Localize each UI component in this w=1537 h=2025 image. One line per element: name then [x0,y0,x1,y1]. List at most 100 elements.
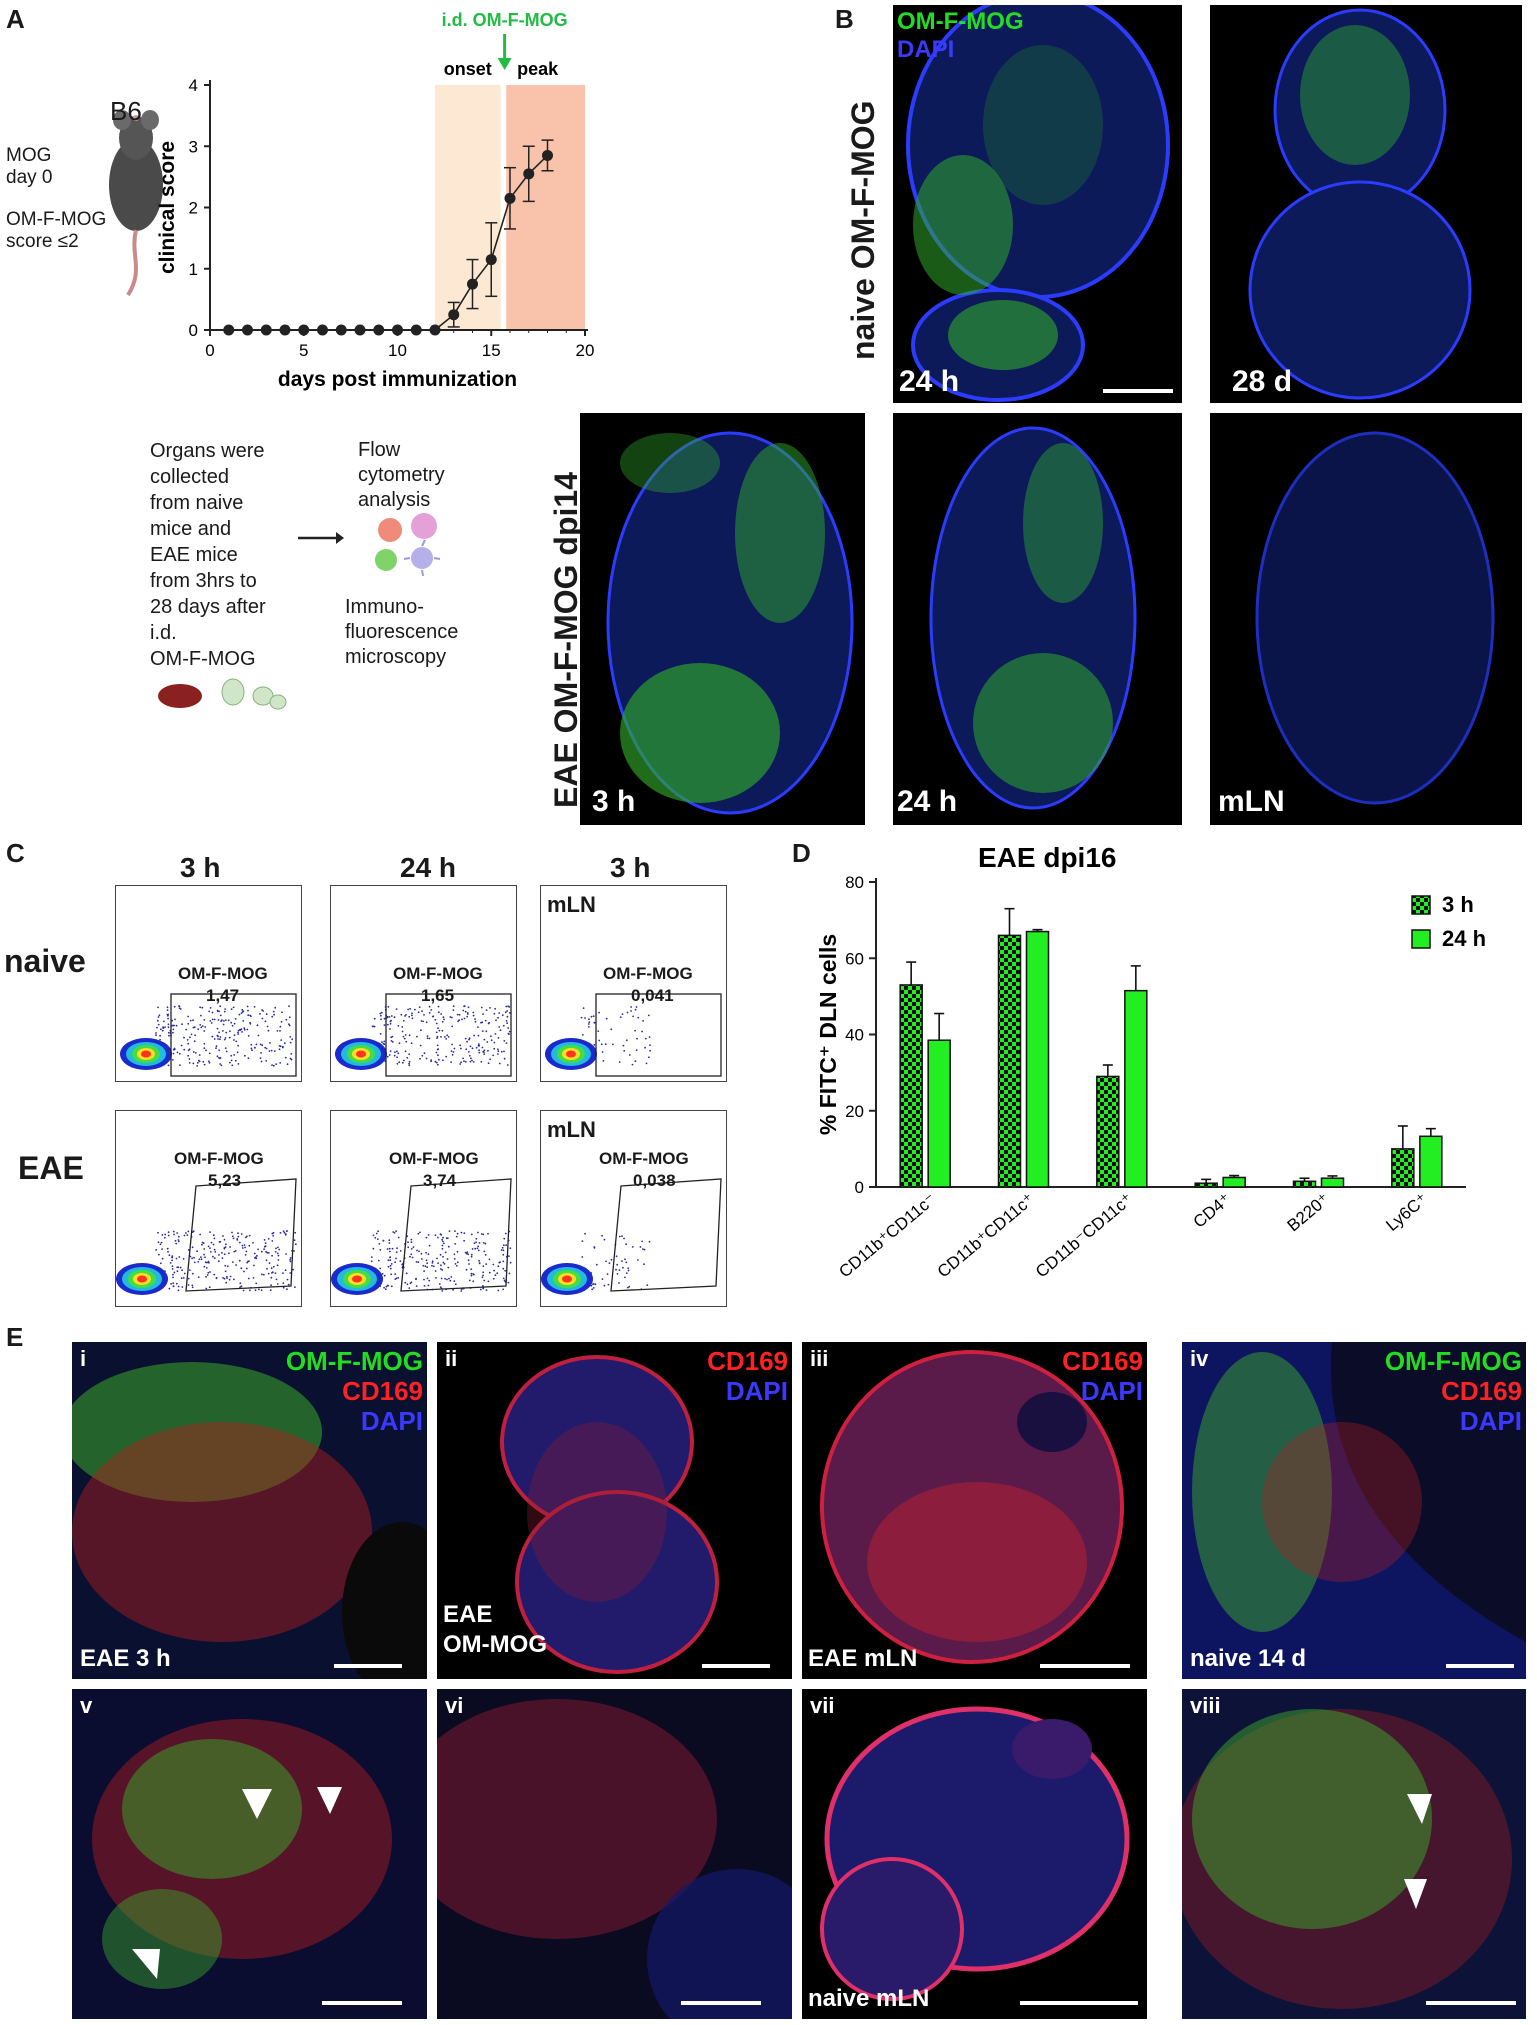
micrograph-label-line: OM-MOG [443,1631,547,1658]
channel-green: OM-F-MOG [1384,1346,1522,1376]
mln-label: mLN [547,1117,596,1142]
scale-bar [1020,2001,1138,2005]
clinical-score-chart: 0 1 2 3 4 0 5 10 15 20 days post immunization clini… [156,10,595,391]
panel-label-b: B [835,4,854,34]
flow-plot: OM-F-MOG 1,65 [330,885,517,1082]
y-tick-label: 20 [845,1102,864,1121]
text-line: Organs were [150,440,265,462]
gate-name-label: OM-F-MOG [178,964,268,983]
micrograph-e-viii: viii [1182,1689,1526,2019]
bar-24h [1025,930,1050,1188]
score-point [448,309,460,321]
scale-bar [1040,1664,1130,1668]
panel-label-c: C [6,838,25,868]
protocol-line: MOG [6,145,52,166]
col-header: 3 h [610,852,651,883]
category-label: CD11b⁺CD11c⁺ [934,1190,1038,1282]
micrograph-naive-24h: OM-F-MOG DAPI 24 h [893,5,1182,403]
mouse-strain-label: B6 [110,96,142,126]
flow-plot: OM-F-MOG 1,47 [115,885,302,1082]
chart-title: EAE dpi16 [978,842,1116,873]
text-line: Flow [358,439,401,461]
score-point [260,324,272,336]
micrograph-e-vi: vi [437,1689,792,2019]
gate-percent-value: 1,47 [206,986,240,1005]
channel-blue: DAPI [1080,1376,1143,1406]
score-point [242,324,253,336]
micrograph-e-iii: iii CD169 DAPI EAE mLN [802,1342,1147,1679]
score-point [392,324,403,336]
micrograph-eae-mln: mLN [1210,413,1522,825]
legend-blue-label: DAPI [897,36,955,63]
text-line: mice and [150,518,232,540]
score-point [523,168,535,180]
x-tick-label: 10 [388,341,407,360]
text-line: 28 days after [150,596,266,618]
fitc-bar-chart: 0 20 40 60 80 EAE dpi16 % FITC⁺ DLN cells CD11b… [815,842,1486,1282]
text-line: from 3hrs to [150,570,257,592]
gate-percent-value: 3,74 [423,1171,457,1190]
workflow-arrow-icon [298,532,344,544]
roman-label: vii [810,1693,835,1718]
micrograph-e-ii: ii CD169 DAPI EAE OM-MOG [437,1342,792,1679]
category-label: CD11b⁺CD11c⁻ [835,1190,939,1282]
text-line: microscopy [345,646,447,668]
naive-row-title: naive OM-F-MOG [845,100,881,360]
panel-label-e: E [6,1322,24,1352]
score-point [317,324,328,336]
ifm-text: Immuno-fluorescence microscopy [345,595,458,670]
scale-bar [1103,389,1173,393]
row-label-eae: EAE [18,1150,84,1186]
bar-24h [1419,1135,1443,1188]
x-tick-label: 15 [482,341,501,360]
y-tick-label: 80 [845,873,864,892]
gate-percent-value: 5,23 [208,1171,242,1190]
y-tick-label: 3 [189,137,198,156]
score-point [467,278,478,290]
y-tick-label: 1 [189,260,198,279]
micrograph-label: 3 h [592,785,636,818]
micrograph-label: naive 14 d [1190,1645,1307,1672]
x-tick-label: 0 [205,341,214,360]
protocol-line: score ≤2 [6,231,79,252]
channel-blue: DAPI [1459,1406,1522,1436]
mln-label: mLN [547,892,596,917]
x-tick-label: 20 [576,341,595,360]
score-point [504,192,516,204]
micrograph-naive-28d: 28 d [1210,5,1522,403]
gate-name-label: OM-F-MOG [393,964,483,983]
roman-label: v [80,1693,93,1718]
panel-label-d: D [792,838,811,868]
score-point [429,324,441,336]
score-point [298,324,310,336]
bar-3h [1391,1148,1415,1188]
channel-red: CD169 [342,1376,423,1406]
y-tick-label: 40 [845,1026,864,1045]
peak-band [506,85,585,330]
roman-label: i [80,1346,87,1371]
micrograph-e-v: v [72,1689,427,2019]
score-point [223,324,235,336]
micrograph-label: mLN [1218,785,1285,818]
bar-24h [927,1039,951,1188]
gate-percent-value: 0,041 [631,986,674,1005]
channel-red: CD169 [707,1346,788,1376]
text-line: analysis [358,489,431,511]
onset-band [435,85,501,330]
roman-label: iv [1190,1346,1209,1371]
channel-legend: CD169 DAPI [707,1346,788,1406]
y-tick-label: 4 [189,76,198,95]
micrograph-label-line: EAE [443,1601,493,1628]
y-axis-label: % FITC⁺ DLN cells [815,934,841,1135]
y-tick-label: 0 [855,1178,864,1197]
score-point [373,324,385,336]
micrograph-label: 24 h [899,365,960,398]
text-line: Immuno- [345,596,424,618]
micrograph-eae-24h: 24 h [893,413,1182,825]
protocol-line: OM-F-MOG [6,209,107,230]
micrograph-label: 28 d [1232,365,1293,398]
channel-red: CD169 [1062,1346,1143,1376]
text-line: i.d. [150,622,177,644]
text-line: cytometry [358,464,445,486]
organs-icon [158,678,287,710]
